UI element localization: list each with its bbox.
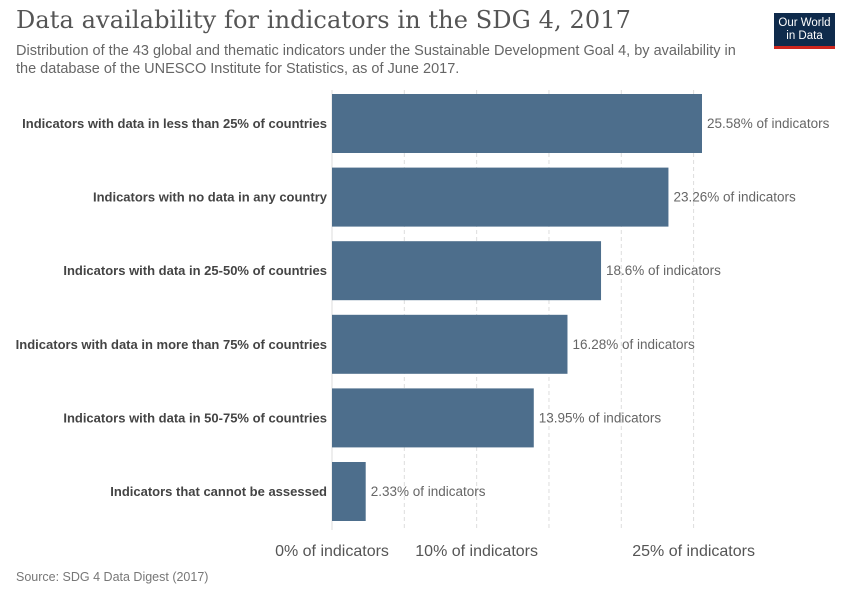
logo-line-1: Our World: [778, 17, 831, 29]
source-note: Source: SDG 4 Data Digest (2017): [16, 570, 209, 584]
value-label: 2.33% of indicators: [371, 484, 486, 499]
bar: [332, 314, 568, 374]
category-label: Indicators with data in less than 25% of…: [22, 116, 327, 131]
value-label: 13.95% of indicators: [539, 410, 662, 425]
chart-title: Data availability for indicators in the …: [16, 6, 631, 34]
value-label: 18.6% of indicators: [606, 263, 721, 278]
category-label: Indicators with no data in any country: [93, 190, 328, 205]
value-label: 16.28% of indicators: [572, 337, 695, 352]
category-label: Indicators that cannot be assessed: [110, 484, 327, 499]
bar: [332, 462, 366, 521]
owid-logo[interactable]: Our World in Data: [774, 13, 835, 49]
category-label: Indicators with data in 25-50% of countr…: [63, 263, 327, 278]
x-tick-label: 25% of indicators: [632, 543, 755, 560]
value-label: 23.26% of indicators: [673, 190, 796, 205]
bar: [332, 167, 669, 227]
bar: [332, 241, 602, 301]
bar: [332, 94, 702, 153]
bar: [332, 388, 534, 448]
chart-subtitle: Distribution of the 43 global and themat…: [16, 43, 736, 77]
value-label: 25.58% of indicators: [707, 116, 830, 131]
x-tick-label: 0% of indicators: [275, 543, 389, 560]
category-label: Indicators with data in more than 75% of…: [16, 337, 327, 352]
x-tick-label: 10% of indicators: [415, 543, 538, 560]
logo-line-2: in Data: [786, 30, 823, 42]
category-label: Indicators with data in 50-75% of countr…: [63, 410, 327, 425]
